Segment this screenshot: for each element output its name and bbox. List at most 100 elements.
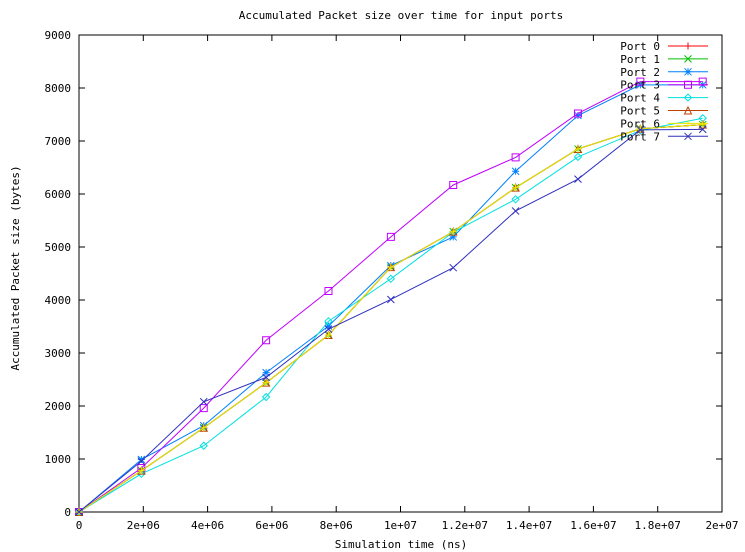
x-axis-label: Simulation time (ns) <box>335 538 467 551</box>
legend-label: Port 5 <box>620 105 660 118</box>
data-point <box>636 125 644 133</box>
data-point <box>511 207 520 215</box>
data-point <box>75 508 83 516</box>
legend-label: Port 3 <box>620 79 660 92</box>
axis-ticks: 0 1000 2000 3000 4000 5000 6000 7000 8000 9000 0 2e… <box>45 29 739 532</box>
data-point <box>449 228 457 236</box>
x-tick-label: 4e+06 <box>191 519 224 532</box>
data-point <box>574 145 582 153</box>
x-tick-label: 1.2e+07 <box>442 519 488 532</box>
y-tick-label: 1000 <box>45 453 72 466</box>
data-point <box>387 295 395 304</box>
data-point <box>262 379 270 387</box>
data-point <box>573 109 582 118</box>
data-point <box>137 464 146 473</box>
x-tick-label: 8e+06 <box>320 519 353 532</box>
data-point <box>573 152 583 162</box>
data-point <box>512 184 520 192</box>
series-line <box>78 128 703 513</box>
data-point <box>324 325 333 334</box>
data-point <box>684 67 692 76</box>
x-tick-label: 0 <box>76 519 83 532</box>
data-point <box>324 316 333 326</box>
data-point <box>137 455 146 464</box>
series-port-6 <box>75 121 707 516</box>
data-point <box>387 263 395 271</box>
y-tick-label: 0 <box>64 506 71 519</box>
x-tick-label: 2e+06 <box>127 519 160 532</box>
data-point <box>684 42 692 50</box>
data-point <box>262 373 270 382</box>
series-port-4 <box>74 114 707 517</box>
data-point <box>636 77 645 86</box>
data-point <box>684 119 692 127</box>
data-point <box>511 167 520 176</box>
data-point <box>386 232 395 241</box>
series-line <box>78 124 703 513</box>
y-tick-label: 4000 <box>45 294 72 307</box>
x-tick-label: 1.6e+07 <box>570 519 616 532</box>
y-tick-label: 5000 <box>45 241 72 254</box>
x-tick-label: 1e+07 <box>384 519 417 532</box>
data-point <box>262 368 270 377</box>
y-tick-label: 7000 <box>45 135 72 148</box>
series-line <box>78 124 703 513</box>
data-point <box>449 263 458 272</box>
series-port-7 <box>75 125 707 516</box>
x-tick-label: 1.8e+07 <box>635 519 681 532</box>
data-point <box>449 227 458 237</box>
data-point <box>137 467 145 475</box>
series-port-1 <box>75 120 707 516</box>
legend-label: Port 4 <box>620 92 660 105</box>
x-tick-label: 6e+06 <box>255 519 288 532</box>
legend-label: Port 6 <box>620 117 660 130</box>
legend-label: Port 7 <box>620 130 660 143</box>
data-point <box>324 331 332 339</box>
data-point <box>574 175 582 184</box>
data-point <box>199 441 208 450</box>
data-point <box>684 55 692 63</box>
y-tick-label: 2000 <box>45 400 72 413</box>
series-line <box>78 84 703 513</box>
series-port-0 <box>75 121 707 516</box>
series-line <box>78 117 703 513</box>
series-line <box>78 124 703 513</box>
data-point <box>324 286 333 295</box>
series-line <box>78 81 703 513</box>
data-point <box>199 397 208 406</box>
y-tick-label: 3000 <box>45 347 72 360</box>
series-port-3 <box>75 77 707 516</box>
data-point <box>449 233 458 241</box>
series-layer <box>74 77 708 517</box>
legend-label: Port 2 <box>620 66 660 79</box>
y-tick-label: 9000 <box>45 29 72 42</box>
x-tick-label: 2e+07 <box>705 519 738 532</box>
data-point <box>262 336 271 345</box>
data-point <box>200 424 208 432</box>
data-point <box>574 111 582 120</box>
chart-title: Accumulated Packet size over time for in… <box>239 9 564 22</box>
y-axis-label: Accumulated Packet size (bytes) <box>9 165 22 370</box>
data-point <box>684 132 692 141</box>
data-point <box>199 404 208 413</box>
series-port-5 <box>74 119 708 516</box>
x-tick-label: 1.4e+07 <box>506 519 552 532</box>
data-point <box>324 322 333 330</box>
data-point <box>699 121 707 129</box>
series-line <box>78 124 703 513</box>
data-point <box>683 105 693 115</box>
data-point <box>683 93 693 102</box>
data-point <box>698 125 707 134</box>
data-point <box>511 153 520 162</box>
data-point <box>684 80 692 89</box>
data-point <box>261 392 271 402</box>
legend-label: Port 0 <box>620 40 660 53</box>
y-tick-label: 6000 <box>45 188 72 201</box>
y-tick-label: 8000 <box>45 82 72 95</box>
data-point <box>511 195 520 204</box>
data-point <box>636 126 645 134</box>
data-point <box>386 274 396 284</box>
data-point <box>137 457 146 465</box>
